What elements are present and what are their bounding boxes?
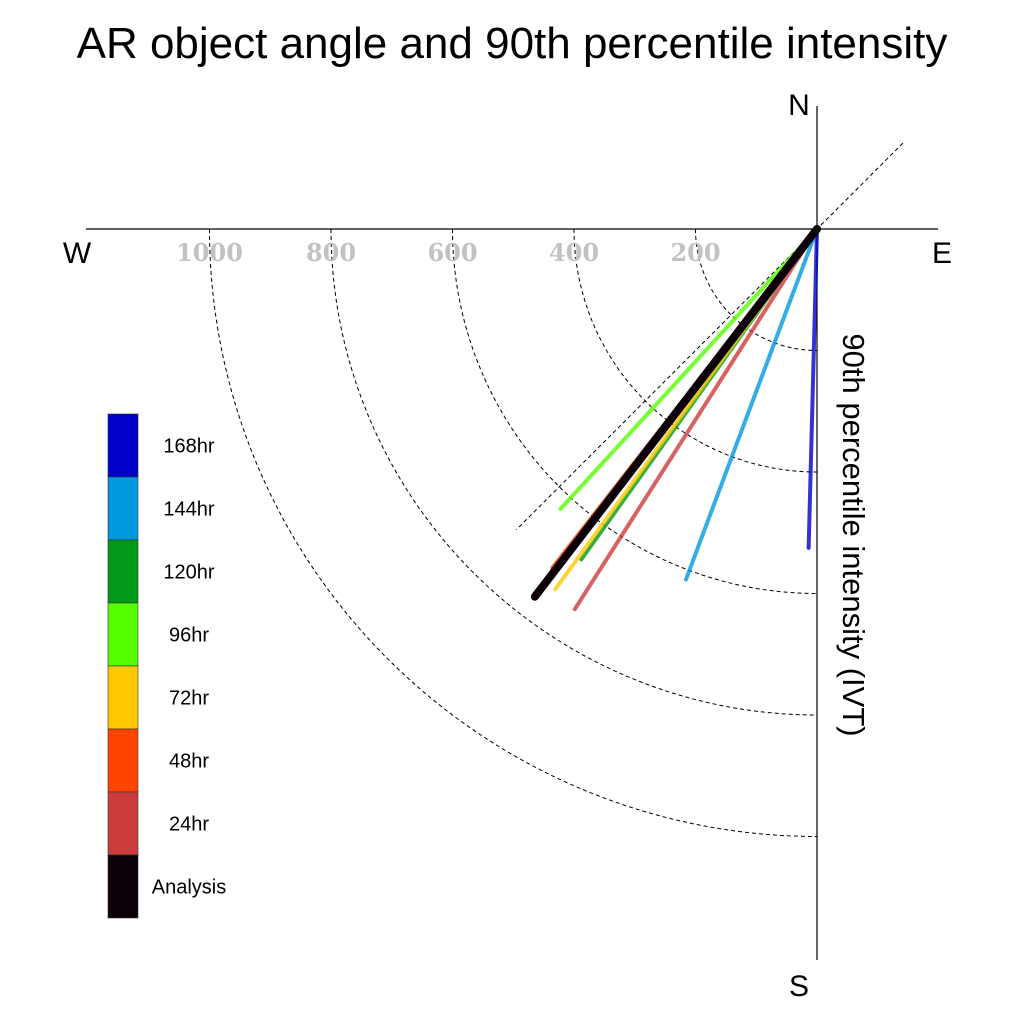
legend-label-168hr: 168hr xyxy=(163,436,214,458)
compass-south: S xyxy=(789,970,809,1003)
radial-tick-label: 200 xyxy=(670,238,720,267)
radial-tick-label: 400 xyxy=(549,238,599,267)
legend: 168hr 144hr 120hr 96hr 72hr 48hr 24hr Analysis xyxy=(107,413,226,919)
legend-label-48hr: 48hr xyxy=(169,751,209,773)
chart-title: AR object angle and 90th percentile inte… xyxy=(77,19,948,68)
legend-label-72hr: 72hr xyxy=(169,688,209,710)
legend-label-24hr: 24hr xyxy=(169,814,209,836)
compass-west: W xyxy=(63,237,92,270)
series-line-analysis xyxy=(530,225,821,601)
radial-grid xyxy=(209,142,904,837)
legend-swatch-48hr xyxy=(107,728,139,793)
grid-arc-800 xyxy=(330,228,818,716)
legend-label-144hr: 144hr xyxy=(163,499,214,521)
series-line-144hr xyxy=(683,227,819,582)
legend-swatch-168hr xyxy=(107,413,139,478)
diagonal-reference-line xyxy=(515,142,904,531)
series-line-168hr xyxy=(806,227,819,550)
origin-point xyxy=(813,225,821,233)
series-line-24hr xyxy=(572,227,819,612)
grid-arc-1000 xyxy=(209,228,818,837)
legend-swatch-144hr xyxy=(107,476,139,541)
compass-north: N xyxy=(788,89,810,122)
legend-swatch-analysis xyxy=(107,854,139,919)
compass-east: E xyxy=(932,237,952,270)
legend-label-analysis: Analysis xyxy=(152,877,226,899)
legend-swatch-96hr xyxy=(107,602,139,667)
legend-label-120hr: 120hr xyxy=(163,562,214,584)
radial-tick-label: 1000 xyxy=(176,238,243,267)
y-axis-label: 90th percentile intensity (IVT) xyxy=(836,333,871,736)
radial-tick-label: 600 xyxy=(427,238,477,267)
grid-arc-200 xyxy=(695,228,818,351)
series-line-96hr xyxy=(558,227,819,511)
legend-swatch-72hr xyxy=(107,665,139,730)
legend-swatch-120hr xyxy=(107,539,139,604)
grid-arc-600 xyxy=(452,228,818,594)
legend-label-96hr: 96hr xyxy=(169,625,209,647)
series-lines xyxy=(530,225,821,612)
radial-tick-labels: 200 400 600 800 1000 xyxy=(176,238,720,267)
legend-swatch-24hr xyxy=(107,791,139,856)
radial-tick-label: 800 xyxy=(306,238,356,267)
